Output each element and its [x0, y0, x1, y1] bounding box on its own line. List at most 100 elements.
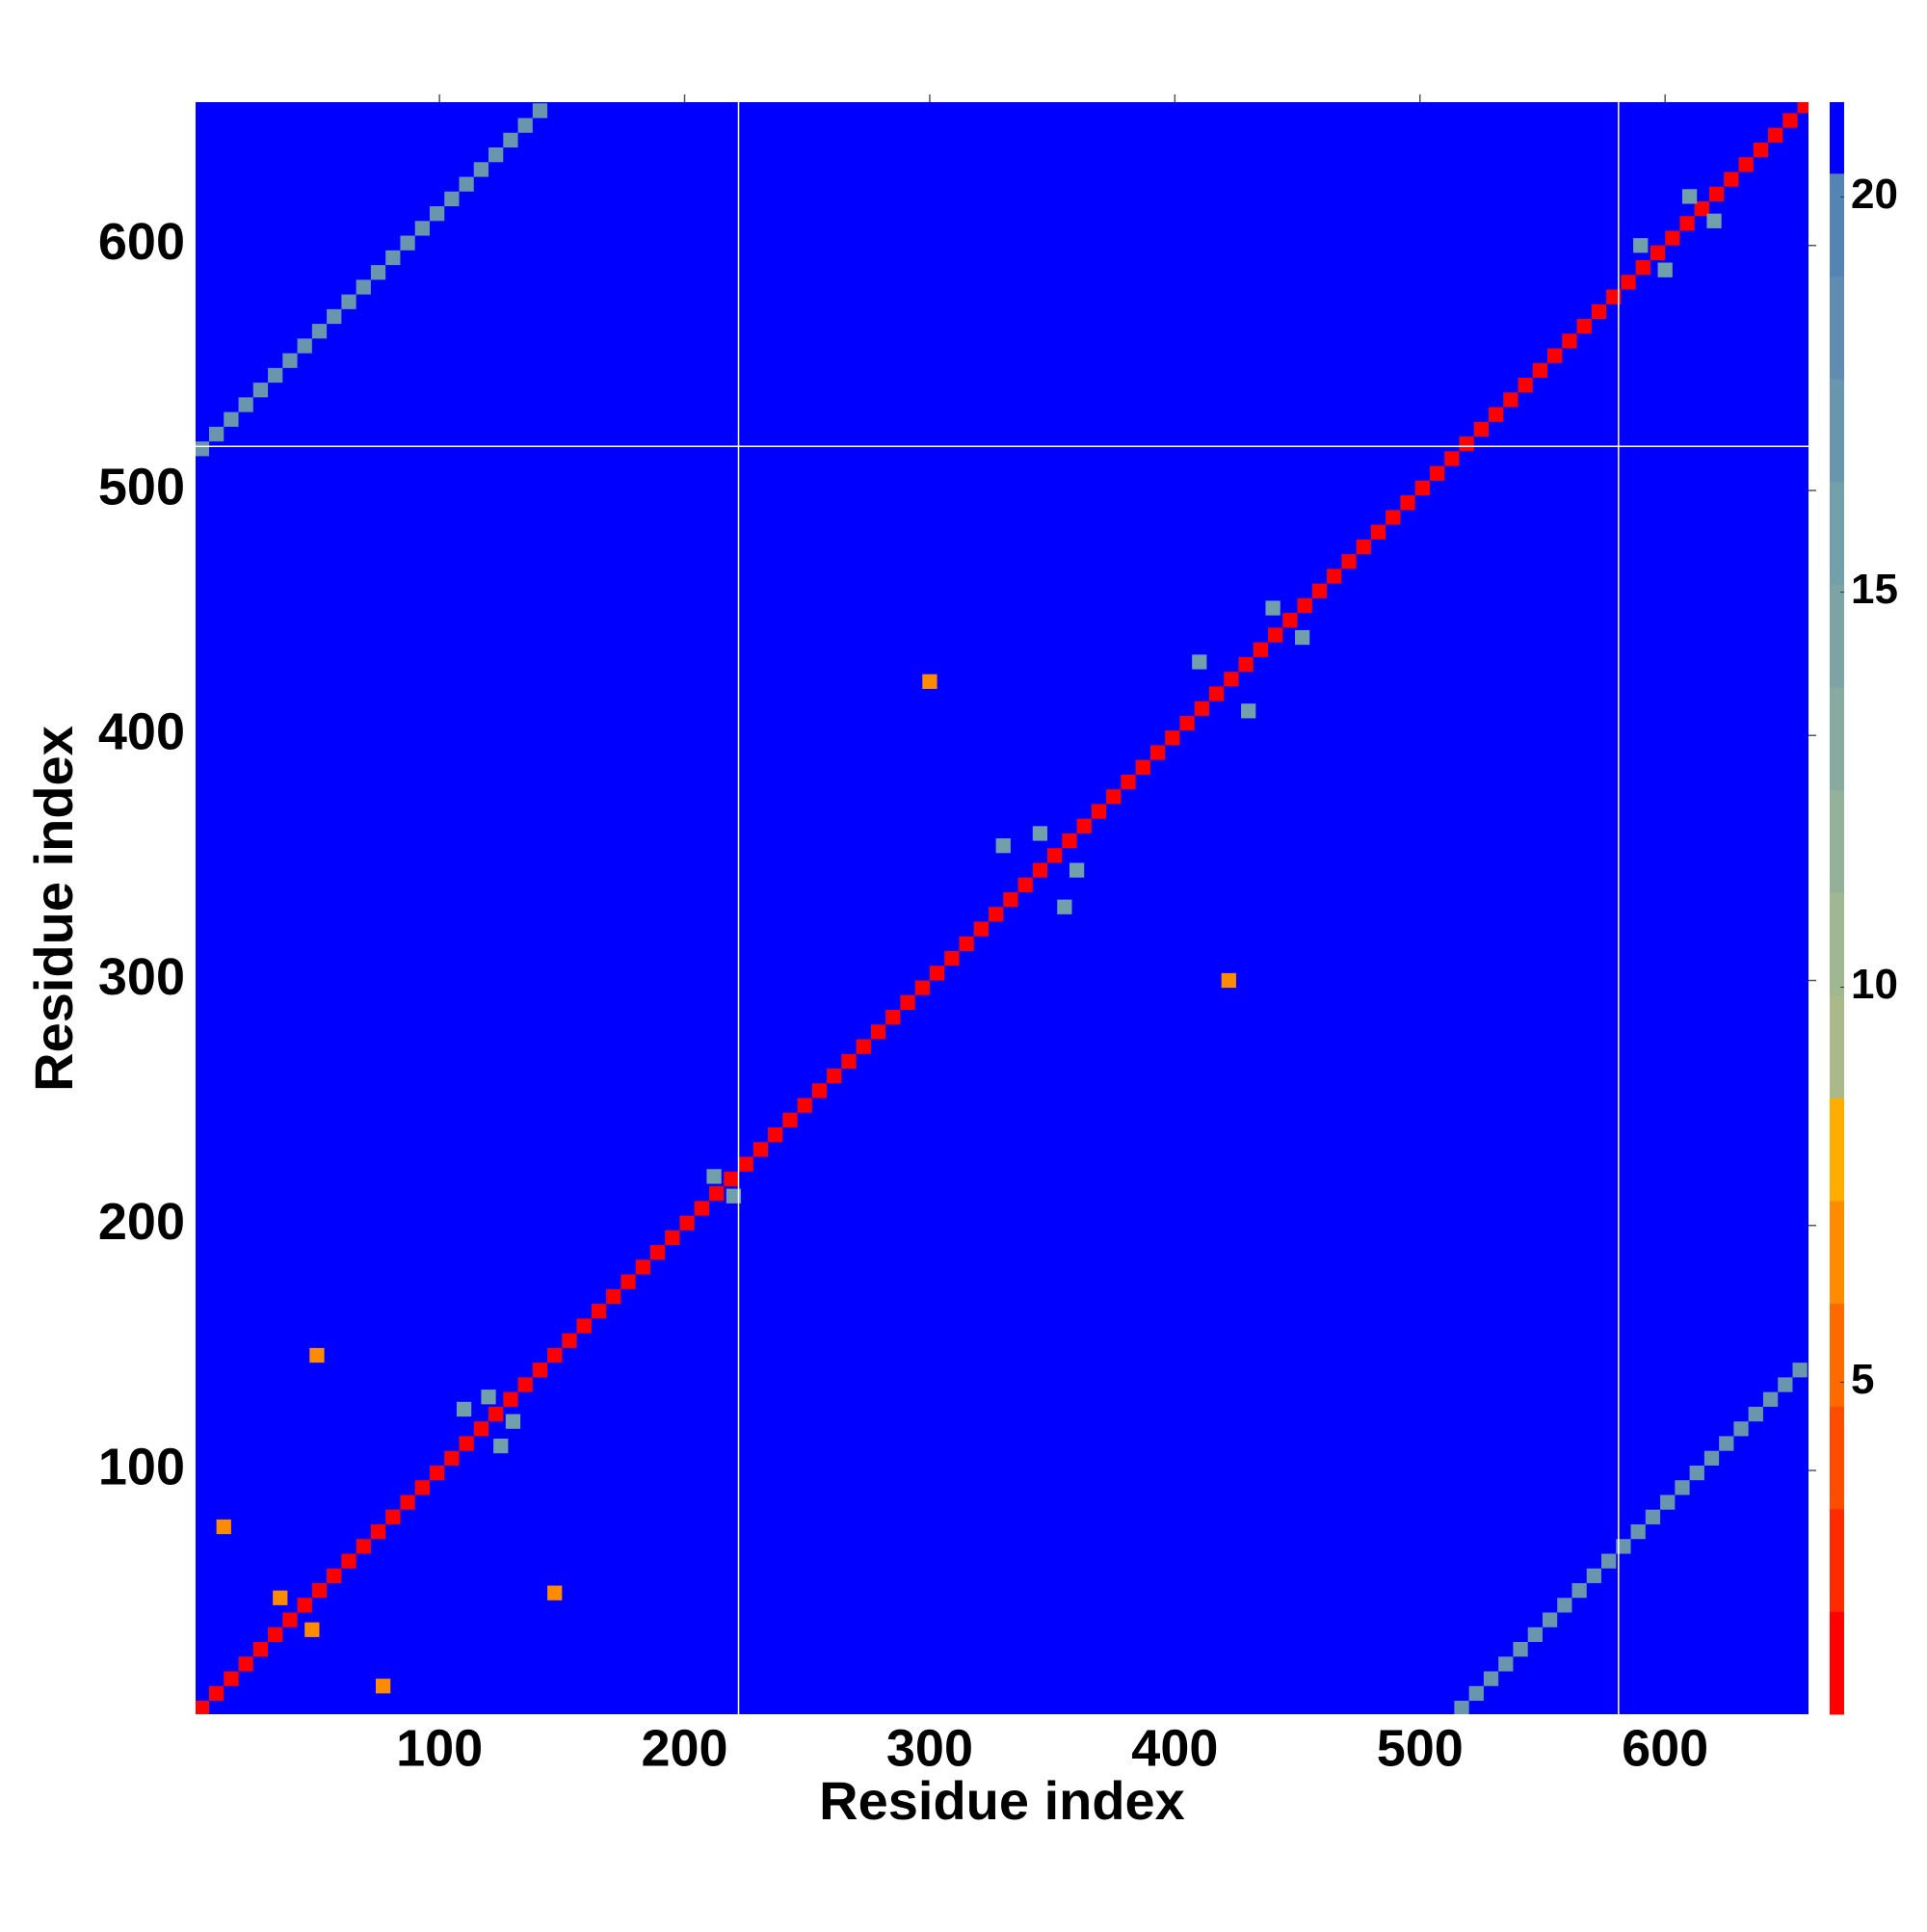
heatmap-cell [1483, 1671, 1499, 1686]
x-tick-label: 500 [1377, 1719, 1464, 1777]
heatmap-cell [1792, 1363, 1808, 1378]
heatmap-cell [922, 674, 937, 689]
heatmap-cell [752, 1142, 769, 1157]
colorbar-segment [1830, 379, 1844, 483]
heatmap-cell [1571, 1582, 1587, 1599]
heatmap-cell [1208, 686, 1225, 701]
heatmap-cell [311, 324, 328, 339]
colorbar-segment [1830, 584, 1844, 688]
heatmap-cell [1630, 1523, 1646, 1540]
heatmap-cell [782, 1112, 798, 1128]
heatmap-cell [1356, 539, 1371, 555]
heatmap-cell [1782, 113, 1798, 128]
heatmap-cell [1797, 102, 1808, 114]
heatmap-cell [724, 1171, 739, 1187]
colorbar-segment [1830, 1098, 1844, 1202]
heatmap-cell [1370, 524, 1386, 540]
heatmap-cell [196, 441, 209, 457]
heatmap-cell [900, 994, 915, 1011]
heatmap-cell [224, 411, 239, 427]
heatmap-cell [311, 1582, 328, 1599]
heatmap-cell [989, 907, 1004, 922]
heatmap-cell [1762, 1391, 1779, 1407]
heatmap-cell [1221, 972, 1236, 989]
heatmap-cell [841, 1053, 857, 1070]
heatmap-cell [959, 936, 974, 951]
heatmap-cell [649, 1245, 666, 1260]
heatmap-cell [1414, 480, 1430, 496]
heatmap-cell [1311, 583, 1328, 598]
heatmap-cell [1679, 216, 1695, 231]
heatmap-cell [706, 1169, 722, 1184]
heatmap-cell [708, 1186, 725, 1202]
heatmap-cell [532, 103, 548, 119]
heatmap-cell [1032, 862, 1048, 878]
heatmap-cell [1576, 319, 1592, 334]
heatmap-cell [929, 966, 945, 981]
heatmap-cell [1657, 262, 1673, 278]
x-axis-label: Residue index [819, 1770, 1185, 1831]
y-axis-label: Residue index [23, 726, 84, 1092]
heatmap-cell [1513, 1641, 1528, 1657]
heatmap-cell [1532, 362, 1548, 379]
heatmap-cell [1179, 715, 1195, 731]
heatmap-cell [224, 1671, 239, 1686]
heatmap-cell [356, 279, 371, 295]
heatmap-cell [1165, 730, 1180, 746]
heatmap-cell [694, 1201, 709, 1216]
heatmap-cell [208, 1685, 224, 1702]
heatmap-cell [1047, 848, 1063, 863]
heatmap-cell [1719, 1436, 1734, 1451]
heatmap-cell [620, 1274, 636, 1289]
heatmap-cell [517, 1377, 533, 1392]
heatmap-cell [1706, 213, 1722, 228]
heatmap-cell [1238, 656, 1254, 673]
heatmap-cell [488, 1406, 504, 1422]
heatmap-cell [562, 1333, 577, 1348]
heatmap-cell [1192, 654, 1207, 670]
heatmap-cell [870, 1024, 886, 1040]
heatmap-cell [1633, 238, 1649, 253]
heatmap-cell [375, 1679, 391, 1694]
heatmap-cell [208, 426, 224, 442]
heatmap-cell [1386, 510, 1401, 525]
heatmap-cell [1400, 495, 1415, 511]
heatmap-cell [1121, 774, 1136, 790]
heatmap-cell [459, 176, 474, 192]
heatmap-cell [1017, 877, 1033, 892]
colorbar-segment [1830, 1406, 1844, 1510]
heatmap-cell [1733, 1421, 1749, 1437]
y-tick-label: 100 [98, 1438, 185, 1495]
heatmap-cell [1473, 421, 1489, 437]
colorbar-segment [1830, 1303, 1844, 1407]
heatmap-cell [196, 1701, 209, 1714]
heatmap-cell [811, 1083, 828, 1098]
heatmap-cell [1076, 818, 1092, 834]
heatmap-cell [1694, 200, 1709, 217]
heatmap-cell [273, 1590, 288, 1605]
heatmap-cell [1488, 407, 1504, 422]
heatmap-cell [1708, 186, 1725, 201]
heatmap-cell [1635, 259, 1650, 276]
heatmap-cell [1268, 627, 1283, 643]
heatmap-cell [309, 1347, 325, 1363]
y-tick-label: 500 [98, 458, 185, 516]
heatmap-cell [1135, 759, 1150, 775]
heatmap-cell [503, 1391, 518, 1407]
heatmap-cell [1003, 891, 1018, 908]
heatmap-cell [1459, 437, 1474, 452]
heatmap-cell [414, 221, 430, 236]
heatmap-cell [1444, 451, 1460, 466]
heatmap-cell [327, 308, 342, 325]
heatmap-cell [1778, 1377, 1793, 1392]
heatmap-cell [327, 1568, 342, 1583]
heatmap-cell [1689, 1465, 1704, 1481]
heatmap-cell [1069, 862, 1085, 878]
heatmap-cell [665, 1230, 680, 1246]
colorbar-segment [1830, 994, 1844, 1098]
heatmap-cell [473, 1421, 489, 1437]
colorbar-segment [1830, 1508, 1844, 1612]
heatmap-cell [473, 162, 489, 177]
heatmap-cell [1586, 1568, 1602, 1583]
